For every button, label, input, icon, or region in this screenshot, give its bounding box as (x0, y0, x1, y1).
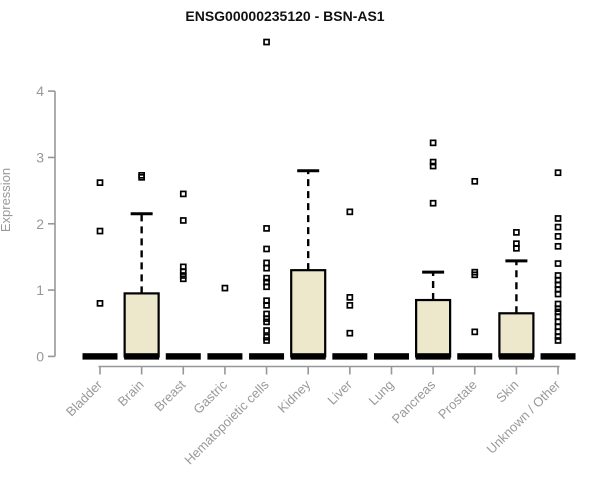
outlier-point (263, 38, 270, 46)
outlier-point (179, 268, 187, 275)
chart-title: ENSG00000235120 - BSN-AS1 (185, 8, 385, 24)
box (290, 269, 327, 358)
x-category-label: Skin (493, 377, 521, 405)
x-category-label: Gastric (190, 377, 230, 417)
median-bar (249, 353, 285, 360)
median-bar (290, 353, 326, 360)
outlier-point (179, 217, 187, 224)
y-tick-label: 1 (36, 282, 44, 298)
y-tick-label: 3 (36, 149, 44, 165)
outlier-point (263, 337, 270, 344)
median-bar (457, 353, 493, 360)
outlier-point (263, 245, 270, 253)
outlier-point (554, 333, 562, 340)
outlier-point (96, 227, 104, 235)
outlier-point (96, 179, 104, 186)
x-category-label: Bladder (63, 377, 106, 420)
outlier-point (513, 244, 520, 252)
outlier-point (346, 301, 354, 309)
outlier-point (471, 328, 479, 336)
median-bar (124, 353, 160, 360)
outlier-point (138, 173, 145, 181)
outlier-point (263, 274, 270, 282)
outlier-point (429, 139, 437, 147)
y-tick-label: 4 (36, 83, 44, 99)
outlier-point (554, 323, 562, 330)
outlier-point (179, 190, 187, 198)
outlier-point (554, 313, 562, 320)
outlier-point (554, 242, 562, 250)
outlier-point (346, 294, 354, 301)
outlier-point (554, 223, 562, 231)
x-category-label: Breast (151, 377, 188, 414)
median-bar (498, 353, 534, 360)
outlier-point (554, 233, 562, 240)
x-category-label: Pancreas (389, 377, 439, 427)
outlier-point (263, 264, 270, 272)
outlier-point (429, 158, 437, 166)
x-category-label: Lung (366, 377, 397, 408)
outlier-point (471, 177, 479, 185)
outlier-point (263, 301, 270, 309)
x-category-label: Unknown / Other (484, 377, 564, 457)
x-category-label: Kidney (275, 377, 314, 416)
outlier-point (429, 162, 437, 170)
x-category-label: Brain (115, 377, 147, 409)
outlier-point (554, 215, 562, 222)
outlier-point (263, 283, 270, 291)
outlier-point (554, 169, 562, 177)
outlier-point (179, 275, 187, 283)
median-bar (540, 353, 576, 360)
outlier-point (263, 225, 270, 232)
outlier-point (554, 260, 562, 267)
median-bar (373, 353, 409, 360)
box (498, 312, 535, 358)
outlier-point (429, 199, 437, 207)
box (123, 292, 160, 358)
outlier-point (346, 208, 354, 216)
median-bar (165, 353, 201, 360)
outlier-point (263, 259, 270, 267)
y-tick-label: 0 (36, 348, 44, 364)
median-bar (207, 353, 243, 360)
outlier-point (221, 284, 229, 292)
outlier-point (263, 327, 270, 334)
box (415, 298, 452, 358)
outlier-point (554, 290, 562, 298)
outlier-point (263, 318, 270, 326)
outlier-point (471, 271, 479, 279)
median-bar (415, 353, 451, 360)
x-category-label: Prostate (435, 377, 480, 422)
median-bar (82, 353, 118, 360)
median-bar (332, 353, 368, 360)
x-category-label: Liver (324, 377, 355, 408)
outlier-point (346, 329, 354, 337)
outlier-point (96, 299, 104, 307)
y-tick-label: 2 (36, 216, 44, 232)
outlier-point (554, 337, 562, 344)
outlier-point (513, 229, 520, 236)
